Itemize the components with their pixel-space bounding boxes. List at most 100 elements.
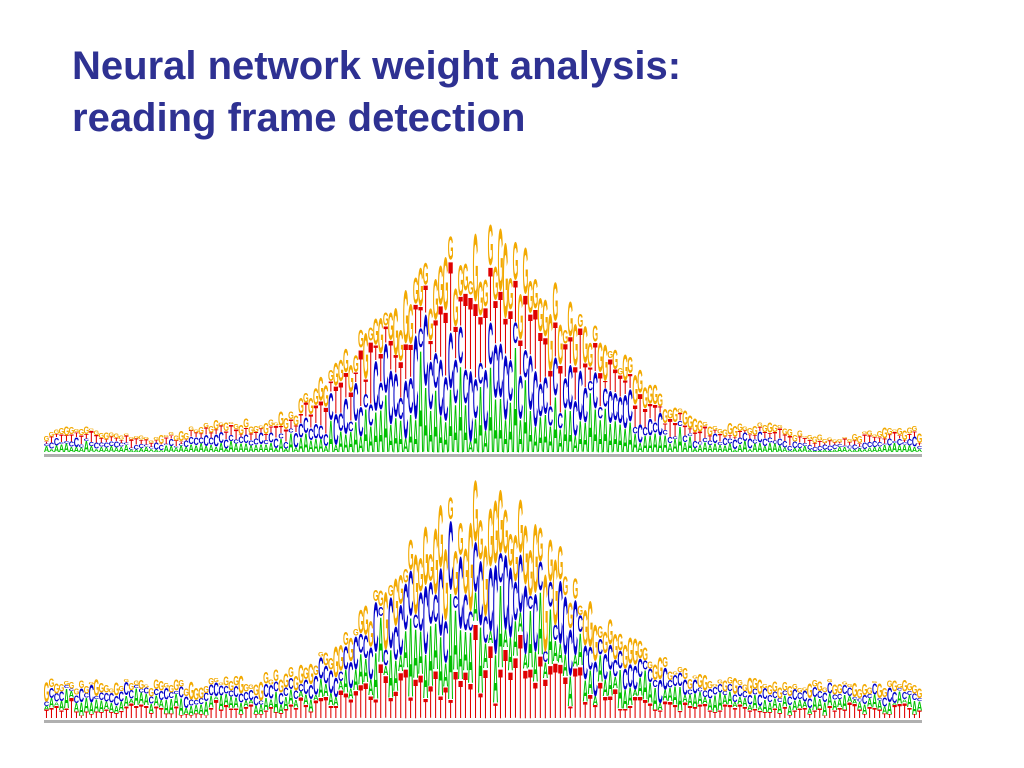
bottom-logo-letter: G (687, 678, 693, 693)
top-logo-letter: G (49, 432, 55, 439)
bottom-logo-letter: T (294, 707, 298, 722)
bottom-logo-letter: G (59, 682, 65, 694)
top-logo-letter: T (119, 439, 124, 444)
top-logo-letter: T (638, 385, 642, 434)
top-logo-letter: C (423, 295, 428, 408)
top-logo-letter: T (458, 289, 462, 335)
top-logo-letter: C (747, 437, 752, 452)
bottom-logo-letter: C (313, 671, 318, 701)
bottom-logo-letter: G (208, 675, 214, 686)
bottom-logo-letter: A (613, 674, 618, 692)
bottom-logo-letter: T (578, 653, 582, 728)
bottom-logo-letter: T (852, 701, 857, 724)
bottom-logo-letter: A (553, 636, 558, 668)
top-logo-letter: T (69, 432, 74, 443)
top-logo-letter: C (652, 418, 658, 436)
bottom-logo-letter: T (698, 702, 702, 723)
top-logo-letter: T (364, 377, 369, 400)
top-logo-letter: G (54, 429, 60, 435)
bottom-logo-letter: C (802, 688, 807, 706)
top-logo-letter: T (448, 241, 452, 352)
bottom-logo-letter: T (882, 713, 887, 720)
top-logo-letter: C (89, 442, 95, 448)
bottom-logo-letter: C (543, 648, 548, 666)
bottom-logo-letter: C (114, 694, 119, 709)
top-logo-letter: C (917, 445, 922, 450)
bottom-logo-letter: A (832, 698, 837, 713)
top-logo-letter: C (623, 387, 628, 439)
bottom-logo-letter: G (109, 688, 115, 694)
top-logo-letter: A (757, 441, 762, 456)
bottom-logo-letter: C (213, 679, 218, 702)
bottom-logo-letter: A (747, 703, 753, 712)
bottom-logo-letter: A (787, 703, 792, 718)
top-logo-letter: A (124, 443, 130, 455)
bottom-logo-letter: A (94, 696, 100, 716)
bottom-logo-letter: A (313, 693, 319, 702)
bottom-logo-letter: A (782, 692, 787, 710)
bottom-logo-letter: G (173, 676, 179, 694)
top-logo-letter: A (94, 448, 100, 454)
top-logo-letter: A (633, 430, 638, 459)
top-logo-letter: T (703, 423, 707, 442)
bottom-logo-letter: A (593, 695, 599, 708)
bottom-logo-letter: G (717, 679, 723, 685)
bottom-logo-letter: A (473, 586, 478, 631)
top-logo-letter: T (523, 279, 527, 366)
top-logo-letter: G (817, 433, 823, 442)
bottom-logo-letter: T (723, 702, 728, 723)
bottom-logo-letter: G (847, 683, 853, 688)
top-logo-letter: G (59, 427, 65, 436)
top-logo-letter: A (697, 443, 703, 455)
bottom-logo-letter: T (693, 704, 698, 722)
bottom-logo-letter: A (233, 695, 239, 711)
top-logo-letter: T (274, 422, 279, 441)
top-logo-letter: T (124, 433, 129, 444)
bottom-logo-letter: T (334, 702, 338, 722)
bottom-logo-letter: A (104, 700, 110, 712)
top-logo-letter: C (174, 446, 179, 448)
top-logo-letter: A (887, 444, 892, 454)
bottom-logo-letter: G (902, 676, 908, 695)
top-logo-letter: G (797, 429, 803, 439)
top-logo-letter: G (268, 419, 274, 429)
top-logo-letter: A (593, 397, 598, 462)
bottom-logo-letter: A (303, 693, 309, 708)
top-logo-letter: G (862, 431, 868, 435)
bottom-logo-letter: C (84, 693, 89, 699)
bottom-logo-letter: G (448, 491, 454, 525)
bottom-logo-letter: T (59, 709, 64, 722)
top-logo-letter: A (553, 380, 558, 462)
top-logo-letter: T (643, 404, 647, 434)
top-logo-letter: T (393, 351, 397, 378)
top-logo-letter: G (632, 368, 638, 414)
top-logo-letter: T (309, 412, 314, 433)
bottom-logo-letter: C (478, 543, 483, 644)
bottom-logo-letter: G (837, 682, 843, 697)
top-logo-letter: A (428, 399, 433, 462)
top-logo-letter: G (313, 383, 319, 410)
slide-title: Neural network weight analysis: reading … (72, 40, 681, 144)
bottom-logo-letter: T (224, 701, 229, 722)
bottom-logo-letter: G (138, 678, 144, 693)
top-logo-letter: T (808, 438, 813, 447)
top-logo-letter: A (89, 444, 94, 454)
bottom-logo-letter: T (887, 714, 892, 720)
top-logo-letter: T (104, 439, 109, 443)
top-logo-letter: G (842, 437, 848, 439)
top-logo-letter: A (398, 410, 403, 462)
top-logo-letter: G (253, 424, 259, 434)
bottom-logo-letter: T (324, 690, 329, 724)
top-logo-letter: C (283, 439, 288, 450)
top-logo-letter: C (84, 439, 89, 442)
top-logo-letter: C (218, 429, 223, 447)
bottom-logo-letter: A (488, 628, 493, 648)
top-logo-letter: T (867, 434, 871, 444)
bottom-logo-letter: C (228, 689, 234, 698)
bottom-logo-letter: A (857, 699, 862, 712)
top-logo-letter: C (263, 440, 269, 446)
bottom-logo-letter: C (633, 659, 638, 698)
top-logo-letter: C (862, 440, 867, 451)
bottom-logo-letter: T (613, 682, 618, 728)
bottom-logo-letter: G (617, 629, 623, 656)
